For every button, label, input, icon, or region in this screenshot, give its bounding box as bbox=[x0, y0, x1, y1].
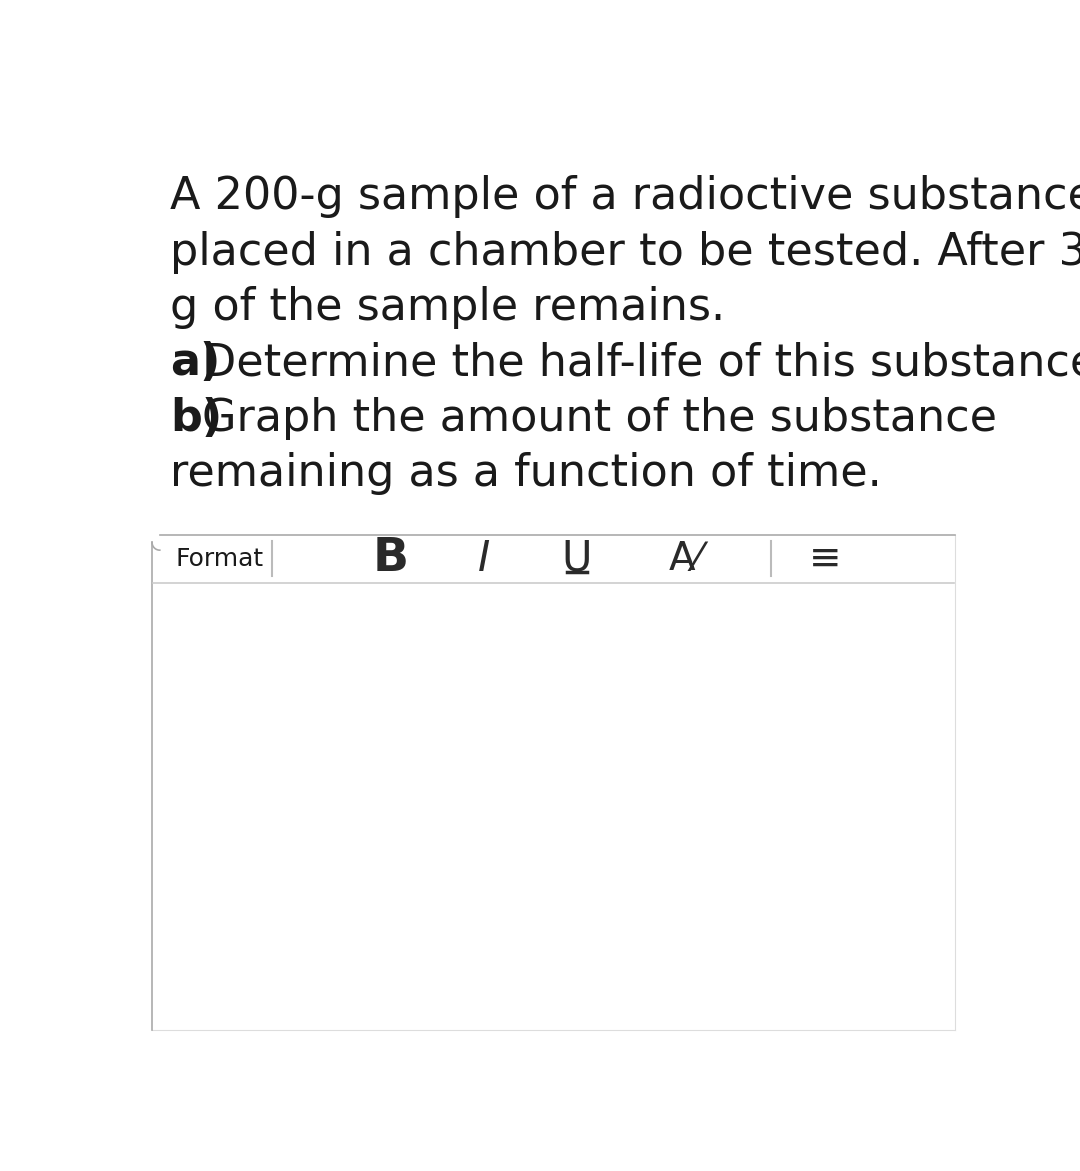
Text: Graph the amount of the substance: Graph the amount of the substance bbox=[202, 397, 998, 440]
Text: b): b) bbox=[170, 397, 222, 440]
Text: placed in a chamber to be tested. After 3 h, 140: placed in a chamber to be tested. After … bbox=[170, 231, 1080, 274]
Text: A⁄: A⁄ bbox=[669, 540, 702, 577]
Text: ≡: ≡ bbox=[809, 540, 841, 577]
Text: g of the sample remains.: g of the sample remains. bbox=[170, 286, 725, 329]
Text: Determine the half-life of this substance.: Determine the half-life of this substanc… bbox=[202, 342, 1080, 384]
Text: I: I bbox=[477, 537, 490, 580]
Text: remaining as a function of time.: remaining as a function of time. bbox=[170, 452, 881, 495]
Text: A 200-g sample of a radioctive substance is: A 200-g sample of a radioctive substance… bbox=[170, 176, 1080, 218]
Text: B: B bbox=[373, 536, 409, 581]
Text: a): a) bbox=[170, 342, 220, 384]
Text: U: U bbox=[562, 537, 592, 580]
Text: Format: Format bbox=[175, 547, 264, 570]
